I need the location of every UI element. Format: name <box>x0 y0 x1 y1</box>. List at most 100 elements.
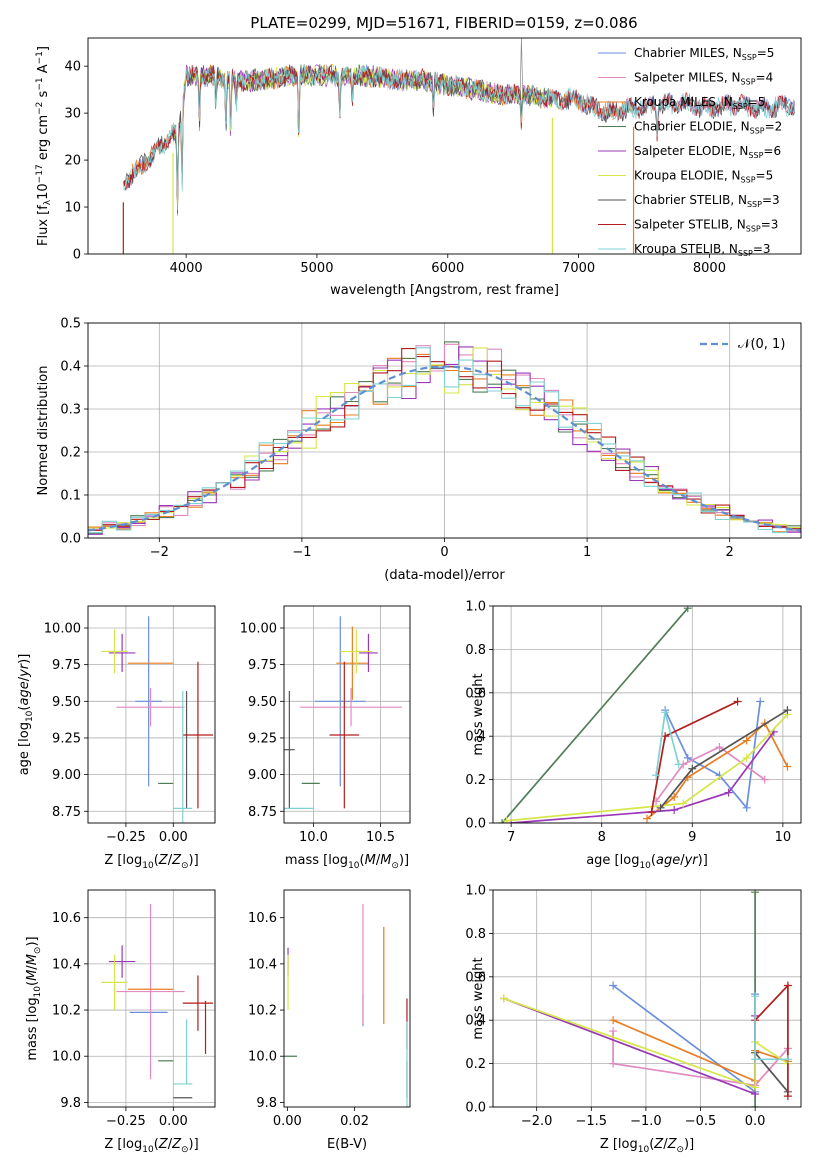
y-tick-label: 10.4 <box>248 957 277 972</box>
y-tick-label: 0.4 <box>465 1014 486 1029</box>
x-tick-label: 10 <box>775 830 792 845</box>
weight-marker <box>609 1016 618 1025</box>
label-part: mass [log <box>285 853 348 868</box>
label-part: Z <box>171 1137 182 1152</box>
label-part: ( <box>154 1137 159 1152</box>
legend-tail: =3 <box>762 193 780 207</box>
legend-sub: SSP <box>746 225 761 234</box>
weight-marker <box>670 792 679 801</box>
weight-line <box>655 746 766 802</box>
weight-marker <box>742 736 751 745</box>
legend-label: Salpeter ELODIE, NSSP=6 <box>634 144 781 160</box>
label-part: / <box>17 676 32 681</box>
axes-frame <box>492 605 802 824</box>
label-part: ( <box>17 706 32 711</box>
histogram-step <box>88 343 801 532</box>
y-tick-label: 9.75 <box>52 658 81 673</box>
plot-mass-vs-Z: −0.25 0.009.810.010.210.410.6Z [log10(Z/Z… <box>25 889 216 1155</box>
label-part: / <box>168 853 173 868</box>
label-part: M <box>25 954 40 965</box>
weight-marker <box>715 743 724 752</box>
y-tick-label: 10.6 <box>52 911 81 926</box>
weight-line <box>506 713 789 822</box>
legend-tail: =6 <box>763 144 781 158</box>
y-tick-label: 9.25 <box>52 731 81 746</box>
label-part: )] <box>17 654 32 664</box>
x-tick-label: 9 <box>688 830 696 845</box>
label-part: −1 <box>35 77 45 90</box>
y-axis-label: mass [log10(M/M⊙)] <box>25 936 43 1060</box>
label-part: Z [log <box>600 1137 638 1152</box>
weight-marker <box>661 708 670 717</box>
x-tick-label: 8000 <box>693 261 726 276</box>
weight-marker <box>760 775 769 784</box>
weight-marker <box>670 805 679 814</box>
axes-frame <box>87 605 216 824</box>
x-tick-label: 0.0 <box>745 1114 766 1129</box>
label-part: 10 <box>638 1145 650 1155</box>
label-part: 10 <box>348 861 360 871</box>
y-tick-label: 20 <box>64 154 81 169</box>
weight-lines <box>499 890 792 1107</box>
label-part: age [log <box>586 853 639 868</box>
weight-line <box>612 984 756 1094</box>
label-part: Z [log <box>104 853 142 868</box>
y-tick-label: 0.6 <box>465 686 486 701</box>
errorbars <box>101 903 214 1099</box>
plot-age-vs-mass: 10.0 10.5 8.75 9.00 9.25 9.50 9.75 10.00 mass [l… <box>240 605 411 871</box>
weight-marker <box>683 606 692 613</box>
weight-marker <box>733 697 742 706</box>
axes-frame <box>87 322 802 539</box>
label-part: −17 <box>35 164 45 183</box>
x-tick-label: 0.00 <box>273 1114 302 1129</box>
y-axis-label: Flux [fλ10−17 erg cm−2 s−1 A−1] <box>35 46 53 246</box>
label-part: M <box>380 853 391 868</box>
weight-marker <box>756 697 765 706</box>
plot-spectrum: 4000 5000 6000 7000 8000 0 10 20 30 40 wavelength … <box>35 37 802 298</box>
plot-mass-vs-ebv: 0.00 0.02 9.8 10.0 10.2 10.4 10.6 E(B-V) <box>248 889 411 1152</box>
label-part: age <box>17 681 32 705</box>
legend-tail: =3 <box>761 218 779 232</box>
legend-label: Kroupa ELODIE, NSSP=5 <box>634 169 773 185</box>
legend-text: Chabrier ELODIE, N <box>634 120 750 134</box>
label-part: 10 <box>33 986 43 998</box>
x-tick-label: −1.0 <box>630 1114 662 1129</box>
axes-frame <box>492 889 802 1108</box>
label-part: )] <box>189 1137 199 1152</box>
weight-marker <box>498 819 507 823</box>
x-tick-label: 7 <box>507 830 515 845</box>
label-part: ( <box>649 1137 654 1152</box>
legend-text: Salpeter MILES, N <box>634 71 741 85</box>
spectrum-line <box>122 64 795 211</box>
label-part: )] <box>698 853 708 868</box>
y-tick-label: 9.00 <box>248 768 277 783</box>
label-part: s <box>36 90 51 101</box>
label-part: ( <box>154 853 159 868</box>
label-part: yr <box>17 662 32 678</box>
y-tick-label: 10.2 <box>52 1004 81 1019</box>
label-part: Flux [f <box>36 205 51 246</box>
weight-marker <box>751 992 760 1001</box>
y-tick-label: 0.0 <box>465 817 486 832</box>
y-tick-label: 0.8 <box>465 927 486 942</box>
y-tick-label: 9.50 <box>248 695 277 710</box>
x-tick-label: 0.00 <box>159 830 188 845</box>
weight-marker <box>751 1055 760 1064</box>
legend-sub: SSP <box>741 78 756 87</box>
x-tick-label: −1.5 <box>576 1114 608 1129</box>
label-part: ] <box>36 46 51 51</box>
label-part: ( <box>651 853 656 868</box>
legend-text: Chabrier MILES, N <box>634 46 742 60</box>
x-axis-label: Z [log10(Z/Z⊙)] <box>104 853 198 871</box>
weight-marker <box>674 760 683 769</box>
x-axis-label: wavelength [Angstrom, rest frame] <box>330 283 559 298</box>
x-axis-label: Z [log10(Z/Z⊙)] <box>104 1137 198 1155</box>
x-tick-label: −2 <box>150 545 169 560</box>
label-part: ⊙ <box>391 861 399 871</box>
y-tick-label: 30 <box>64 107 81 122</box>
legend-tail: =5 <box>756 169 774 183</box>
y-tick-label: 9.8 <box>256 1096 277 1111</box>
legend-tail: =4 <box>756 71 774 85</box>
